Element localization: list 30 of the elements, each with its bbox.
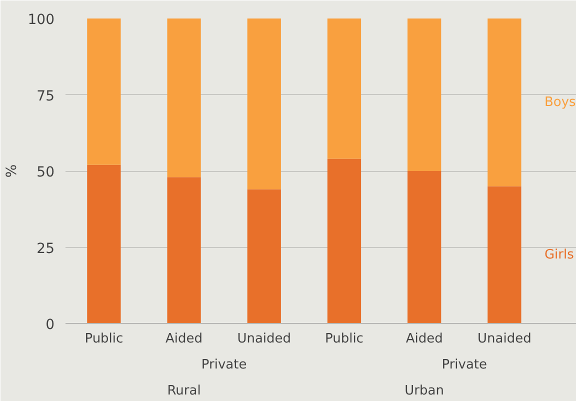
x-tick-label: Unaided <box>478 332 532 346</box>
bar <box>167 18 201 178</box>
y-tick-label: 75 <box>36 88 55 104</box>
bar <box>247 189 281 324</box>
bar <box>167 177 201 324</box>
y-tick-label: 25 <box>36 240 55 257</box>
bar <box>488 186 522 324</box>
series-label: Boys <box>544 94 576 110</box>
x-tick-label: Aided <box>166 332 203 346</box>
x-tick-label: Unaided <box>237 332 292 346</box>
bar <box>87 18 121 165</box>
bar <box>408 18 442 171</box>
y-tick-label: 50 <box>36 164 55 180</box>
text: Private <box>201 358 247 372</box>
x-tick-label: Public <box>84 332 124 346</box>
bar <box>87 164 121 324</box>
y-axis-title: % <box>4 164 20 178</box>
bar <box>327 158 362 324</box>
series-label: Girls <box>544 247 574 262</box>
y-tick-label: 0 <box>46 317 55 333</box>
bar <box>247 18 281 190</box>
bar <box>488 18 522 186</box>
text: Urban <box>404 384 444 398</box>
bar <box>408 171 442 324</box>
text: Rural <box>167 384 201 398</box>
y-tick-label: 100 <box>28 12 55 28</box>
x-tick-label: Public <box>324 332 364 346</box>
text: Private <box>442 358 488 372</box>
x-tick-label: Aided <box>406 332 443 346</box>
bar <box>327 18 362 159</box>
